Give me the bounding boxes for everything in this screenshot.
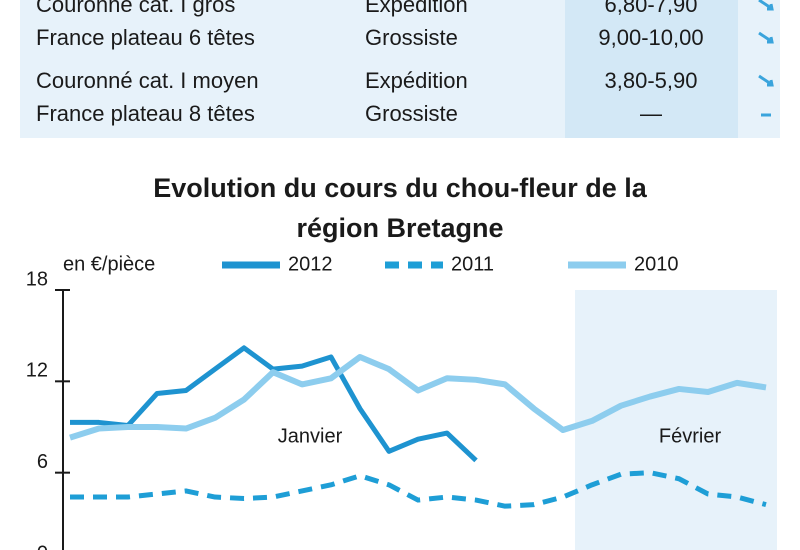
legend-label: 2012 — [288, 253, 333, 275]
price-column — [565, 0, 738, 62]
chart-title: Evolution du cours du chou-fleur de la r… — [153, 173, 647, 243]
table-cell: — — [640, 101, 662, 126]
trend-icon — [761, 113, 771, 117]
table-cell: Grossiste — [365, 25, 458, 50]
price-column — [565, 62, 738, 138]
legend-label: 2010 — [634, 253, 679, 275]
series-line — [70, 470, 767, 509]
trend-icon — [758, 31, 774, 44]
y-tick-label: 18 — [26, 268, 48, 290]
february-band — [575, 290, 777, 550]
legend-label: 2011 — [451, 253, 494, 275]
table-cell: Expédition — [365, 68, 468, 93]
y-tick-label: 0 — [37, 542, 48, 550]
table-cell: 3,80-5,90 — [604, 68, 698, 93]
table-cell: France plateau 8 têtes — [36, 101, 255, 126]
series-line — [70, 345, 478, 463]
table-cell: 9,00-10,00 — [598, 25, 704, 50]
trend-icon — [758, 0, 774, 11]
table-cell: Grossiste — [365, 101, 458, 126]
table-group: Couronné cat. I gros Expédition 6,80-7,90 F… — [20, 0, 780, 62]
table-cell: 6,80-7,90 — [604, 0, 698, 17]
table-cell: Couronné cat. I gros — [36, 0, 236, 17]
month-label: Janvier — [278, 425, 343, 447]
series-line — [69, 353, 767, 441]
y-axis-label: en €/pièce — [63, 253, 155, 275]
trend-arrow — [758, 0, 774, 11]
month-label: Février — [659, 425, 722, 447]
trend-arrow — [758, 31, 774, 44]
table-cell: Couronné cat. I moyen — [36, 68, 259, 93]
trend-icon — [758, 74, 774, 87]
table-cell: France plateau 6 têtes — [36, 25, 255, 50]
trend-arrow — [758, 74, 774, 87]
y-tick-label: 12 — [26, 360, 48, 382]
y-tick-label: 6 — [37, 451, 48, 473]
table-cell: Expédition — [365, 0, 468, 17]
table-group: Couronné cat. I moyen Expédition 3,80-5,90… — [20, 62, 780, 138]
